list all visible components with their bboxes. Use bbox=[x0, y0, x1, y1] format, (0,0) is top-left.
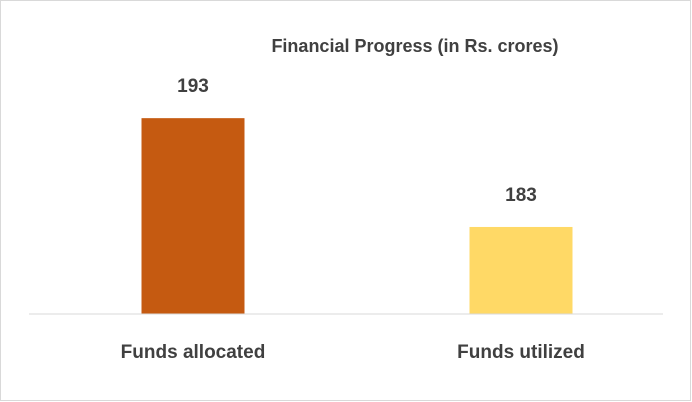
x-tick-label: Funds utilized bbox=[457, 342, 585, 363]
chart-title: Financial Progress (in Rs. crores) bbox=[271, 36, 558, 56]
bar bbox=[469, 226, 573, 314]
data-label: 193 bbox=[177, 76, 209, 97]
data-label: 183 bbox=[505, 185, 537, 206]
x-tick-label: Funds allocated bbox=[121, 342, 266, 363]
bar bbox=[141, 118, 245, 314]
